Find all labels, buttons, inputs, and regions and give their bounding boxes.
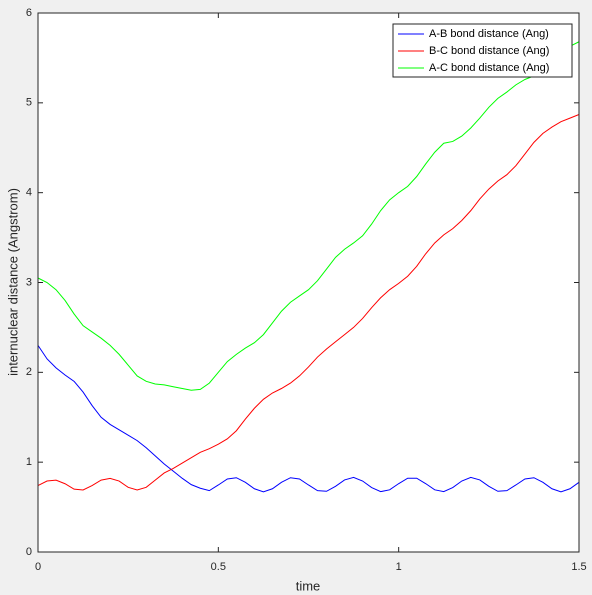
data-line bbox=[37, 41, 580, 391]
x-tick-label: 0.5 bbox=[211, 561, 226, 573]
x-tick-label: 1 bbox=[396, 561, 402, 573]
y-tick-label: 2 bbox=[26, 366, 32, 378]
y-tick-label: 3 bbox=[26, 276, 32, 288]
data-line bbox=[37, 114, 580, 491]
legend-label: A-B bond distance (Ang) bbox=[429, 28, 549, 40]
y-tick-label: 1 bbox=[26, 456, 32, 468]
y-tick-label: 5 bbox=[26, 97, 32, 109]
x-tick-label: 0 bbox=[35, 561, 41, 573]
legend-label: B-C bond distance (Ang) bbox=[429, 45, 549, 57]
y-axis-label: internuclear distance (Angstrom) bbox=[5, 188, 20, 376]
y-tick-label: 0 bbox=[26, 546, 32, 558]
legend-label: A-C bond distance (Ang) bbox=[429, 62, 549, 74]
legend: A-B bond distance (Ang) B-C bond distance… bbox=[392, 23, 573, 78]
plot-area bbox=[38, 13, 579, 552]
y-tick-label: 6 bbox=[26, 7, 32, 19]
y-tick-label: 4 bbox=[26, 187, 32, 199]
x-tick-label: 1.5 bbox=[571, 561, 586, 573]
data-line bbox=[37, 345, 580, 493]
x-axis-label: time bbox=[296, 578, 321, 593]
